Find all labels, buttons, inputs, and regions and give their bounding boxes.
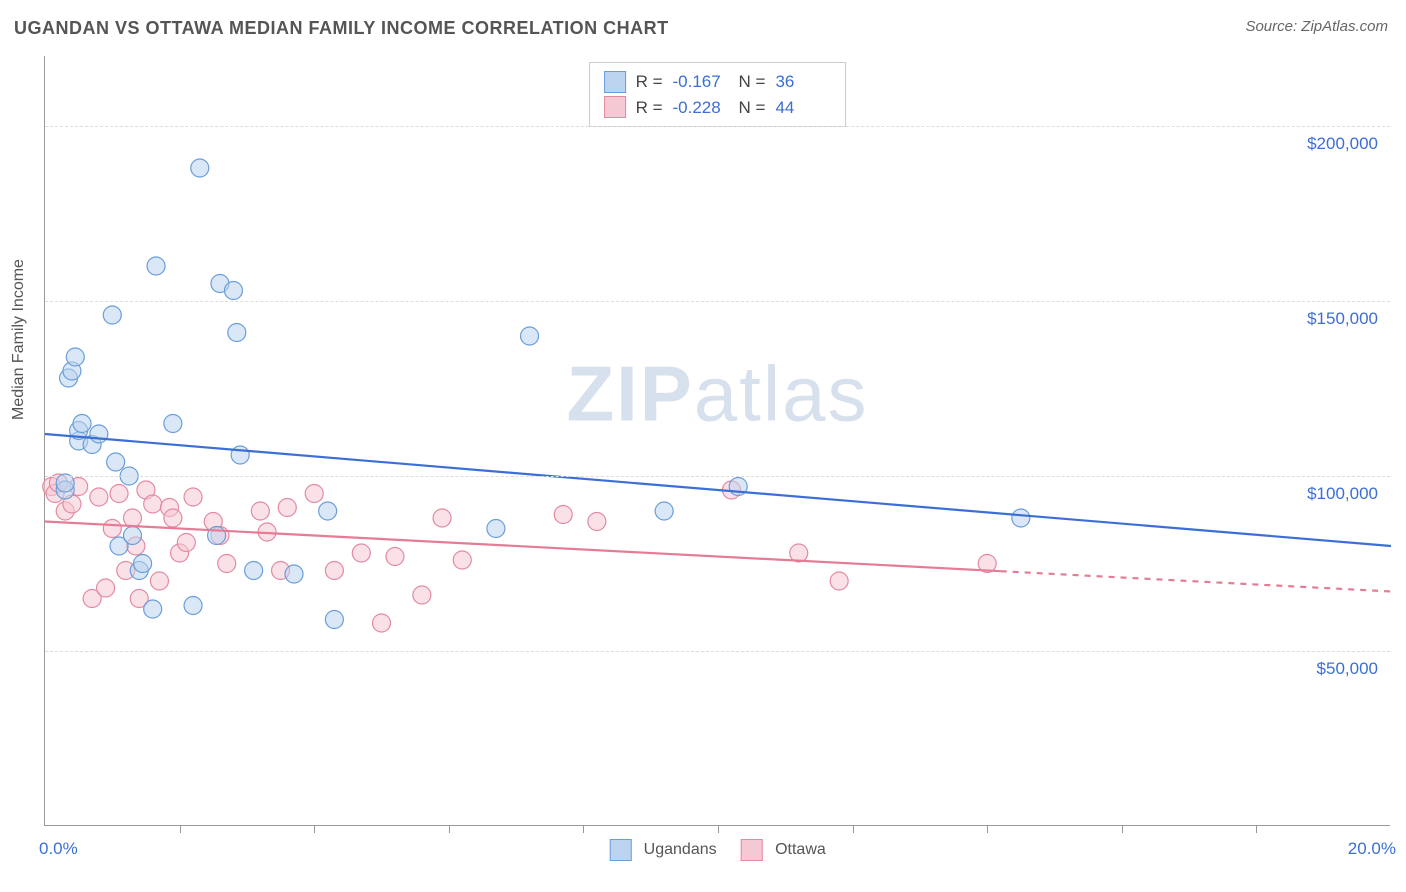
data-point bbox=[218, 555, 236, 573]
data-point bbox=[177, 534, 195, 552]
data-point bbox=[164, 415, 182, 433]
data-point bbox=[144, 600, 162, 618]
x-axis-max-label: 20.0% bbox=[1348, 839, 1396, 859]
data-point bbox=[325, 562, 343, 580]
data-point bbox=[228, 324, 246, 342]
data-point bbox=[319, 502, 337, 520]
data-point bbox=[487, 520, 505, 538]
stats-row-series2: R = -0.228 N = 44 bbox=[604, 95, 832, 121]
source-label: Source: ZipAtlas.com bbox=[1245, 18, 1388, 35]
data-point bbox=[191, 159, 209, 177]
gridline-h bbox=[45, 651, 1390, 652]
stats-n-value-2: 44 bbox=[775, 95, 831, 121]
data-point bbox=[453, 551, 471, 569]
x-tick bbox=[1122, 825, 1123, 833]
chart-container: UGANDAN VS OTTAWA MEDIAN FAMILY INCOME C… bbox=[0, 0, 1406, 892]
chart-title: UGANDAN VS OTTAWA MEDIAN FAMILY INCOME C… bbox=[14, 18, 669, 39]
x-axis-min-label: 0.0% bbox=[39, 839, 78, 859]
data-point bbox=[251, 502, 269, 520]
data-point bbox=[1012, 509, 1030, 527]
data-point bbox=[373, 614, 391, 632]
x-tick bbox=[1256, 825, 1257, 833]
legend-item-series1: Ugandans bbox=[609, 839, 716, 861]
data-point bbox=[224, 282, 242, 300]
data-point bbox=[123, 509, 141, 527]
data-point bbox=[73, 415, 91, 433]
x-tick bbox=[853, 825, 854, 833]
data-point bbox=[90, 488, 108, 506]
stats-n-label-2: N = bbox=[739, 95, 766, 121]
data-point bbox=[134, 555, 152, 573]
y-tick-label: $50,000 bbox=[1317, 659, 1378, 679]
stats-r-value-2: -0.228 bbox=[673, 95, 729, 121]
data-point bbox=[66, 348, 84, 366]
data-point bbox=[278, 499, 296, 517]
data-point bbox=[147, 257, 165, 275]
data-point bbox=[184, 597, 202, 615]
y-tick-label: $150,000 bbox=[1307, 309, 1378, 329]
data-point bbox=[305, 485, 323, 503]
chart-svg bbox=[45, 56, 1390, 825]
x-tick bbox=[583, 825, 584, 833]
data-point bbox=[123, 527, 141, 545]
gridline-h bbox=[45, 126, 1390, 127]
stats-swatch-series2 bbox=[604, 96, 626, 118]
data-point bbox=[413, 586, 431, 604]
stats-r-value-1: -0.167 bbox=[673, 69, 729, 95]
x-tick bbox=[449, 825, 450, 833]
data-point bbox=[97, 579, 115, 597]
data-point bbox=[245, 562, 263, 580]
stats-row-series1: R = -0.167 N = 36 bbox=[604, 69, 832, 95]
x-tick bbox=[718, 825, 719, 833]
data-point bbox=[90, 425, 108, 443]
data-point bbox=[184, 488, 202, 506]
data-point bbox=[107, 453, 125, 471]
data-point bbox=[554, 506, 572, 524]
stats-r-label-1: R = bbox=[636, 69, 663, 95]
data-point bbox=[521, 327, 539, 345]
gridline-h bbox=[45, 301, 1390, 302]
y-axis-label: Median Family Income bbox=[10, 259, 28, 420]
y-tick-label: $200,000 bbox=[1307, 134, 1378, 154]
data-point bbox=[655, 502, 673, 520]
data-point bbox=[110, 485, 128, 503]
x-tick bbox=[987, 825, 988, 833]
data-point bbox=[164, 509, 182, 527]
data-point bbox=[285, 565, 303, 583]
data-point bbox=[150, 572, 168, 590]
trend-line bbox=[45, 434, 1391, 546]
legend-swatch-series1 bbox=[609, 839, 631, 861]
data-point bbox=[103, 520, 121, 538]
data-point bbox=[325, 611, 343, 629]
x-tick bbox=[180, 825, 181, 833]
data-point bbox=[433, 509, 451, 527]
data-point bbox=[386, 548, 404, 566]
data-point bbox=[103, 306, 121, 324]
data-point bbox=[588, 513, 606, 531]
stats-swatch-series1 bbox=[604, 71, 626, 93]
data-point bbox=[830, 572, 848, 590]
y-tick-label: $100,000 bbox=[1307, 484, 1378, 504]
stats-n-label-1: N = bbox=[739, 69, 766, 95]
stats-legend-box: R = -0.167 N = 36 R = -0.228 N = 44 bbox=[589, 62, 847, 127]
x-tick bbox=[314, 825, 315, 833]
data-point bbox=[144, 495, 162, 513]
legend-bottom: Ugandans Ottawa bbox=[609, 839, 826, 861]
trend-line bbox=[1001, 571, 1391, 591]
gridline-h bbox=[45, 476, 1390, 477]
stats-n-value-1: 36 bbox=[775, 69, 831, 95]
legend-swatch-series2 bbox=[741, 839, 763, 861]
stats-r-label-2: R = bbox=[636, 95, 663, 121]
legend-label-series2: Ottawa bbox=[775, 841, 826, 858]
legend-label-series1: Ugandans bbox=[644, 841, 717, 858]
plot-area: ZIPatlas R = -0.167 N = 36 R = -0.228 N … bbox=[44, 56, 1390, 826]
legend-item-series2: Ottawa bbox=[741, 839, 826, 861]
data-point bbox=[352, 544, 370, 562]
